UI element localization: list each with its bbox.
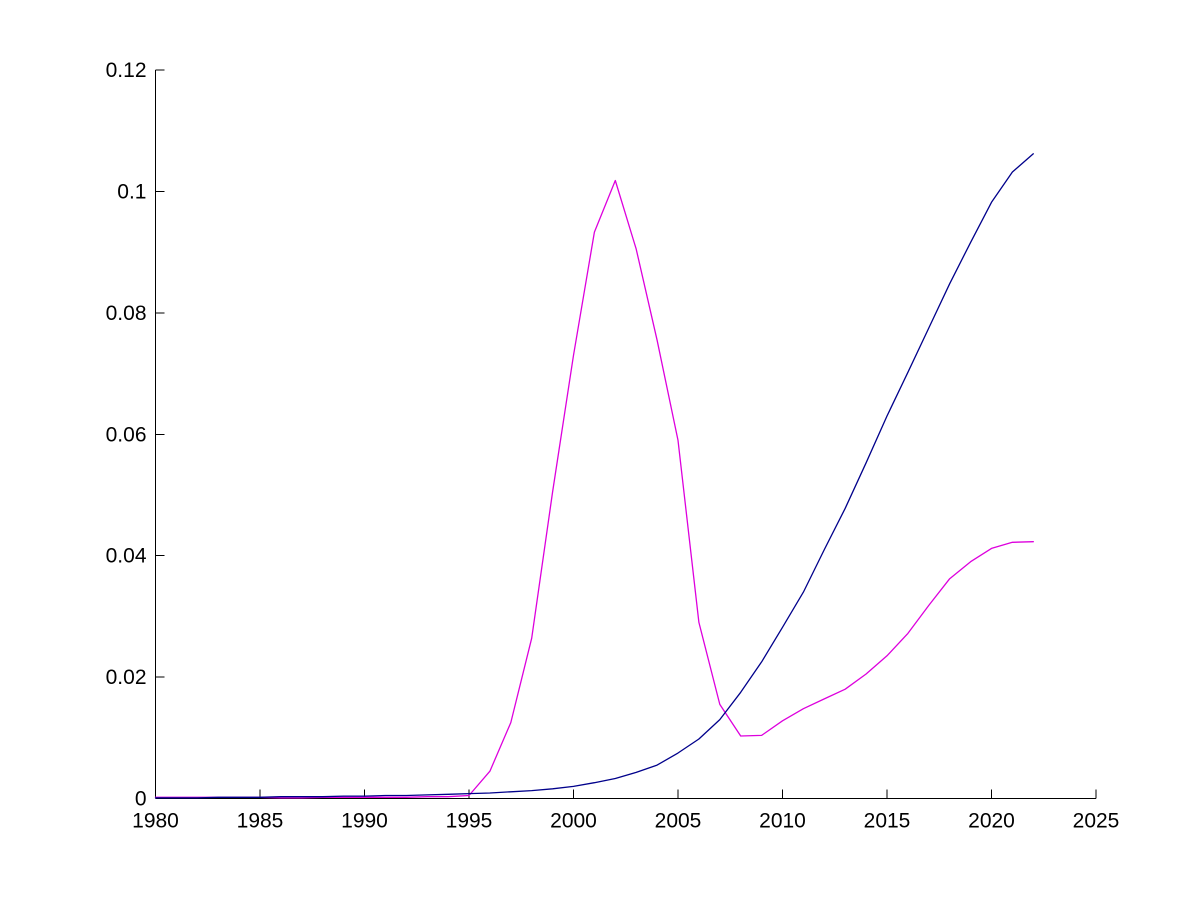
x-tick-label: 1990 (341, 810, 388, 833)
x-tick-label: 2005 (655, 810, 702, 833)
tick-labels: 1980 1985 1990 1995 2000 2005 2010 2015 2020 2025… (106, 59, 1120, 833)
y-tick-label: 0.02 (106, 666, 147, 689)
x-tick-label: 1980 (132, 810, 179, 833)
x-tick-label: 2010 (759, 810, 806, 833)
series-dark-blue-line (154, 153, 1034, 799)
y-tick-label: 0 (135, 788, 147, 811)
x-tick-label: 2015 (864, 810, 911, 833)
y-tick-label: 0.06 (106, 423, 147, 446)
x-tick-label: 2025 (1073, 810, 1120, 833)
x-tick-label: 1995 (446, 810, 493, 833)
series-magenta-line (154, 179, 1034, 799)
axes (155, 69, 1097, 799)
series-lines (154, 153, 1034, 799)
y-tick-label: 0.12 (106, 59, 147, 82)
y-tick-label: 0.04 (106, 545, 147, 568)
y-tick-label: 0.1 (117, 180, 146, 203)
y-tick-label: 0.08 (106, 302, 147, 325)
x-tick-label: 2000 (550, 810, 597, 833)
x-tick-label: 2020 (968, 810, 1015, 833)
x-tick-label: 1985 (237, 810, 284, 833)
